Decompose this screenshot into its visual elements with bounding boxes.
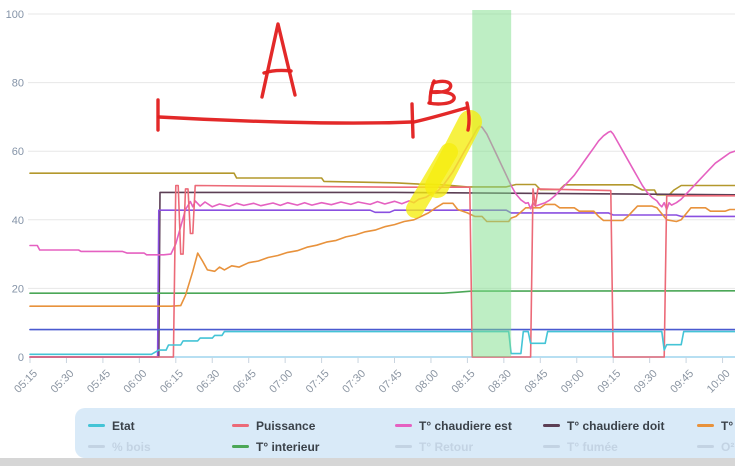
red-annotation-line — [465, 101, 471, 132]
red-annotation-line — [410, 102, 415, 139]
x-axis-tick-label: 09:15 — [595, 368, 623, 396]
red-annotation-line — [412, 106, 468, 124]
red-annotation-letter-A — [262, 68, 293, 75]
x-axis-tick-label: 06:45 — [231, 368, 259, 396]
legend-label: % bois — [112, 439, 151, 454]
legend-swatch — [395, 424, 412, 427]
series-line-t_d — [29, 202, 735, 308]
line-chart[interactable]: 0 20 40 60 80 100 05:15 05:30 05:45 06:00 06:15 06:… — [0, 0, 735, 405]
chart-legend: Etat Puissance T° chaudiere est T° chaudier… — [75, 408, 735, 458]
legend-label: T° fumée — [567, 439, 618, 454]
red-annotation-letter-B — [427, 79, 456, 106]
y-axis-tick-label: 40 — [12, 215, 24, 227]
legend-swatch — [697, 424, 714, 427]
highlight-band — [472, 10, 512, 357]
red-annotation-letter-A — [260, 22, 297, 99]
legend-item-t-interieur[interactable]: T° interieur — [232, 440, 395, 454]
y-axis-tick-label: 20 — [12, 283, 24, 295]
y-axis-tick-label: 0 — [18, 352, 24, 364]
legend-swatch — [88, 445, 105, 448]
legend-swatch — [543, 424, 560, 427]
x-axis-tick-label: 06:30 — [194, 368, 222, 396]
x-axis-tick-label: 09:00 — [559, 368, 587, 396]
legend-item-o[interactable]: O² — [697, 440, 735, 454]
x-axis-tick-label: 07:45 — [377, 368, 405, 396]
legend-item-t-fum-e[interactable]: T° fumée — [543, 440, 697, 454]
legend-label: T° chaudiere doit — [567, 418, 665, 433]
red-annotation-line — [157, 115, 413, 125]
legend-item-t-chaudiere-doit[interactable]: T° chaudiere doit — [543, 419, 697, 433]
x-axis-tick-label: 09:45 — [668, 368, 696, 396]
x-axis-tick-label: 06:15 — [158, 368, 186, 396]
legend-swatch — [232, 424, 249, 427]
x-axis-tick-label: 05:30 — [49, 368, 77, 396]
legend-swatch — [88, 424, 105, 427]
y-axis-tick-label: 100 — [6, 9, 24, 21]
legend-item-t-d[interactable]: T° D — [697, 419, 735, 433]
legend-label: Puissance — [256, 418, 316, 433]
x-axis-tick-label: 05:15 — [12, 368, 40, 396]
x-axis-tick-label: 08:45 — [522, 368, 550, 396]
legend-label: T° chaudiere est — [419, 418, 512, 433]
x-axis-tick-label: 08:30 — [486, 368, 514, 396]
yellow-highlight-marker — [425, 110, 482, 198]
legend-item-etat[interactable]: Etat — [88, 419, 232, 433]
series-line-t_interieur — [29, 289, 735, 295]
legend-label: T° D — [721, 418, 735, 433]
x-axis-tick-label: 07:30 — [340, 368, 368, 396]
legend-item-t-chaudiere-est[interactable]: T° chaudiere est — [395, 419, 543, 433]
x-axis-tick-label: 08:00 — [413, 368, 441, 396]
legend-item-t-retour[interactable]: T° Retour — [395, 440, 543, 454]
legend-label: T° interieur — [256, 439, 320, 454]
x-axis-tick-label: 07:15 — [304, 368, 332, 396]
legend-swatch — [697, 445, 714, 448]
legend-label: Etat — [112, 418, 135, 433]
legend-label: T° Retour — [419, 439, 474, 454]
legend-swatch — [232, 445, 249, 448]
x-axis-tick-label: 05:45 — [85, 368, 113, 396]
series-line-puissance — [29, 184, 735, 358]
legend-swatch — [395, 445, 412, 448]
series-line-violet — [29, 209, 735, 358]
series-line-etat — [29, 330, 735, 356]
x-axis-tick-label: 06:00 — [122, 368, 150, 396]
chart-canvas[interactable]: 0 20 40 60 80 100 05:15 05:30 05:45 06:00 06:15 06:… — [0, 0, 735, 405]
y-axis-tick-label: 80 — [12, 78, 24, 90]
legend-label: O² — [721, 439, 735, 454]
bottom-gray-strip — [0, 458, 735, 466]
x-axis-tick-label: 07:00 — [267, 368, 295, 396]
legend-item-bois[interactable]: % bois — [88, 440, 232, 454]
series-line-t_chaudiere_est — [29, 125, 735, 256]
legend-swatch — [543, 445, 560, 448]
y-axis-tick-label: 60 — [12, 146, 24, 158]
x-axis-tick-label: 08:15 — [450, 368, 478, 396]
x-axis-tick-label: 10:00 — [705, 368, 733, 396]
legend-item-puissance[interactable]: Puissance — [232, 419, 395, 433]
series-line-gold — [29, 172, 735, 196]
x-axis-tick-label: 09:30 — [632, 368, 660, 396]
